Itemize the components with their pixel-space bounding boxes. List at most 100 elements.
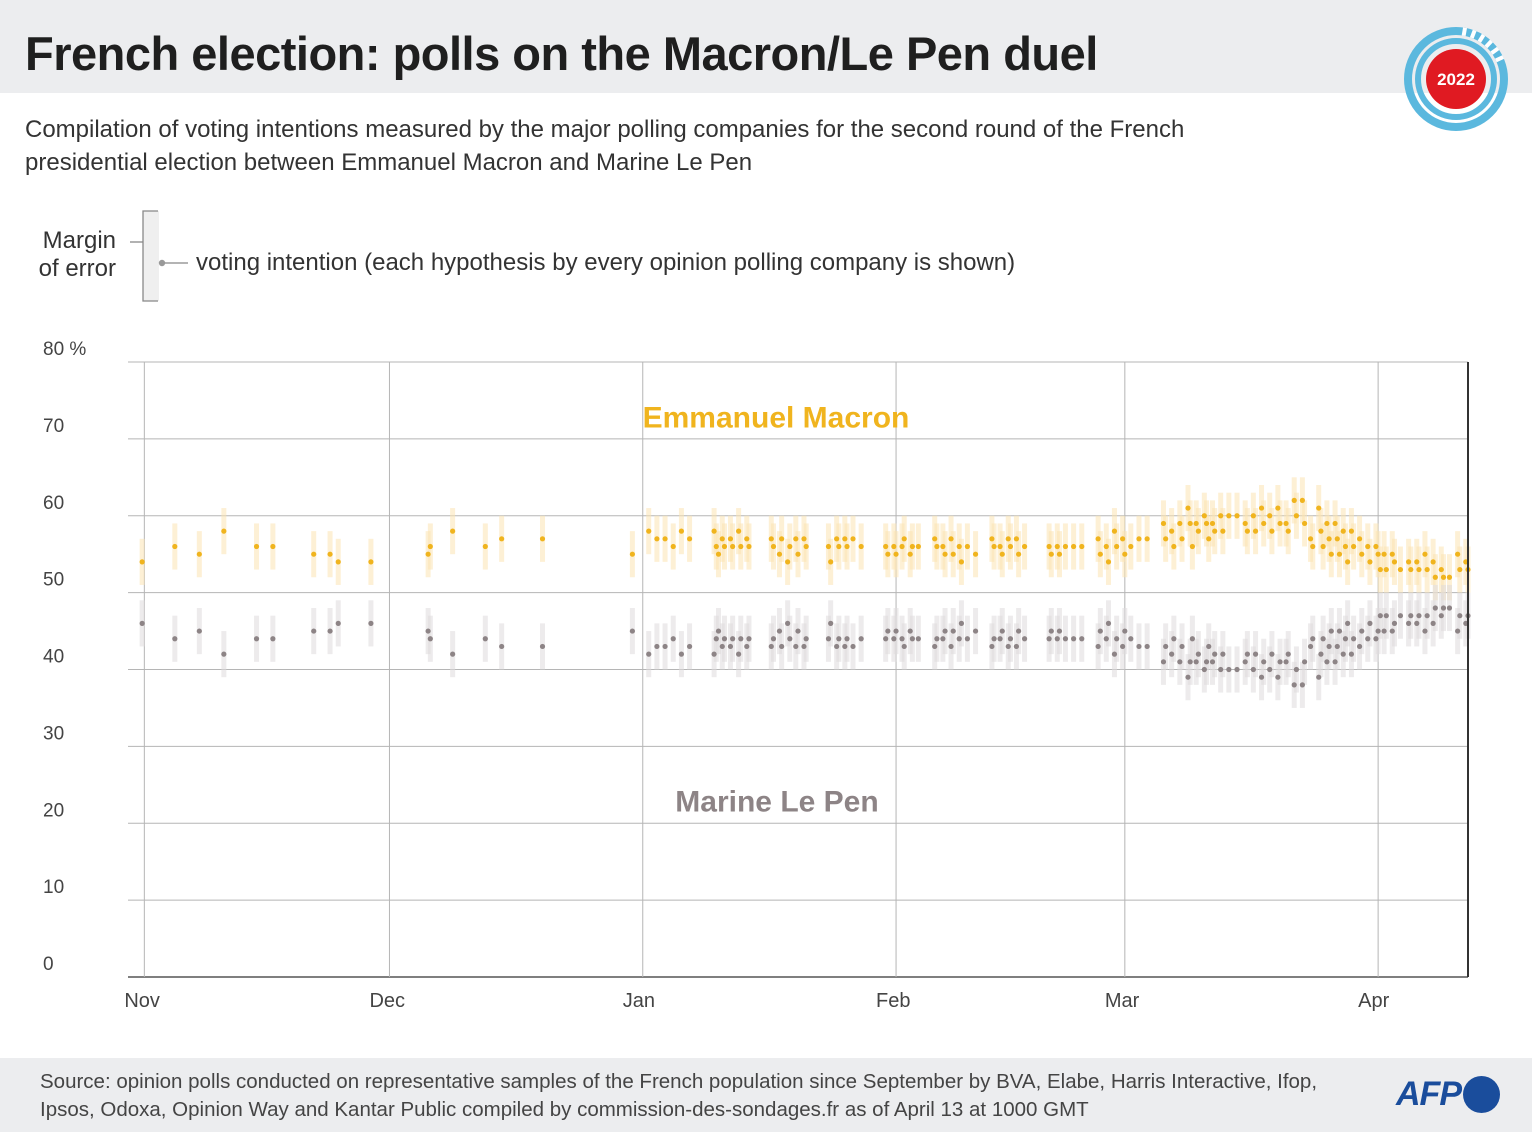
poll-point-macron [940, 543, 946, 550]
badge-inner-ring [1415, 38, 1497, 120]
afp-logo: AFP [1392, 1073, 1512, 1117]
badge-2022-icon: 2022 [1404, 27, 1508, 131]
poll-point-le-pen [1457, 613, 1463, 619]
poll-point-macron [779, 536, 785, 542]
poll-point-macron [1111, 528, 1118, 534]
poll-point-le-pen [1171, 636, 1177, 642]
poll-point-le-pen [1212, 651, 1218, 657]
poll-point-le-pen [1424, 613, 1430, 619]
poll-point-le-pen [1226, 666, 1232, 673]
poll-point-le-pen [1328, 628, 1334, 634]
poll-point-macron [1220, 528, 1226, 534]
poll-point-macron [842, 536, 848, 542]
y-tick-label: 70 [43, 416, 64, 437]
poll-point-le-pen [654, 643, 660, 650]
afp-logo-dot-icon [1463, 1076, 1500, 1113]
poll-point-le-pen [1242, 659, 1248, 665]
poll-point-macron [850, 536, 856, 542]
poll-point-macron [909, 543, 915, 550]
poll-point-le-pen [311, 628, 317, 634]
poll-point-le-pen [1416, 613, 1422, 619]
poll-point-le-pen [770, 636, 777, 642]
poll-point-macron [1307, 536, 1314, 542]
poll-point-macron [1120, 536, 1126, 542]
header: French election: polls on the Macron/Le … [0, 0, 1532, 93]
poll-point-macron [1277, 520, 1283, 527]
legend-symbol [130, 210, 188, 302]
poll-point-le-pen [1258, 674, 1265, 680]
poll-point-le-pen [196, 628, 202, 634]
legend: Margin of error voting intention (each h… [0, 205, 1200, 310]
poll-point-le-pen [1326, 643, 1332, 650]
poll-point-le-pen [932, 643, 938, 650]
poll-point-le-pen [738, 636, 744, 642]
poll-point-macron [221, 528, 227, 534]
poll-point-le-pen [1005, 643, 1011, 650]
poll-point-macron [964, 543, 970, 550]
poll-point-le-pen [844, 636, 850, 642]
poll-point-macron [1095, 536, 1101, 542]
poll-point-macron [1048, 551, 1054, 557]
poll-point-le-pen [1169, 651, 1175, 657]
poll-point-macron [1332, 520, 1338, 527]
poll-point-le-pen [1054, 636, 1060, 642]
badge-center [1426, 49, 1486, 109]
poll-point-macron [738, 543, 744, 550]
poll-point-macron [711, 528, 717, 534]
poll-point-macron [915, 543, 921, 550]
poll-point-macron [1144, 536, 1150, 542]
poll-point-macron [997, 543, 1003, 550]
poll-point-macron [1367, 559, 1373, 565]
poll-point-le-pen [1252, 651, 1259, 657]
poll-point-macron [1406, 559, 1412, 565]
poll-point-macron [785, 559, 791, 565]
poll-point-le-pen [1120, 643, 1126, 650]
poll-point-macron [1252, 528, 1259, 534]
poll-point-le-pen [934, 636, 940, 642]
poll-point-macron [770, 543, 777, 550]
poll-point-le-pen [1397, 613, 1404, 619]
poll-point-le-pen [1206, 643, 1212, 650]
poll-point-macron [1071, 543, 1077, 550]
poll-point-le-pen [768, 643, 774, 650]
poll-point-le-pen [1203, 659, 1210, 665]
poll-point-le-pen [801, 643, 807, 650]
poll-point-le-pen [1250, 666, 1256, 673]
poll-point-le-pen [1430, 620, 1436, 626]
poll-point-le-pen [989, 643, 995, 650]
x-tick-label: Feb [876, 990, 910, 1012]
x-tick-label: Apr [1358, 990, 1389, 1012]
poll-point-macron [425, 551, 431, 557]
x-tick-label: Jan [623, 990, 655, 1012]
poll-point-le-pen [836, 636, 842, 642]
poll-point-macron [1318, 528, 1324, 534]
poll-point-macron [768, 536, 774, 542]
poll-point-macron [1171, 543, 1177, 550]
poll-point-macron [958, 559, 965, 565]
poll-point-macron [1275, 505, 1281, 511]
poll-point-le-pen [646, 651, 652, 657]
poll-point-macron [1209, 520, 1216, 527]
poll-point-le-pen [1269, 651, 1275, 657]
poll-point-le-pen [1381, 628, 1387, 634]
poll-point-macron [776, 551, 783, 557]
poll-point-le-pen [736, 651, 742, 657]
poll-point-macron [989, 536, 995, 542]
poll-point-le-pen [727, 643, 734, 650]
badge-ticks [1461, 27, 1504, 63]
x-tick-label: Mar [1105, 990, 1140, 1012]
poll-point-le-pen [1095, 643, 1101, 650]
poll-point-le-pen [1377, 613, 1383, 619]
poll-point-le-pen [891, 636, 897, 642]
poll-point-le-pen [1438, 613, 1444, 619]
poll-point-le-pen [785, 620, 791, 626]
poll-point-le-pen [730, 636, 736, 642]
poll-point-macron [1267, 513, 1273, 519]
poll-point-macron [999, 551, 1005, 557]
poll-point-le-pen [1367, 620, 1373, 626]
poll-point-macron [1177, 520, 1183, 527]
poll-point-macron [1416, 566, 1422, 573]
poll-point-le-pen [1351, 636, 1357, 642]
poll-point-macron [1056, 551, 1063, 557]
footer: Source: opinion polls conducted on repre… [0, 1058, 1532, 1132]
